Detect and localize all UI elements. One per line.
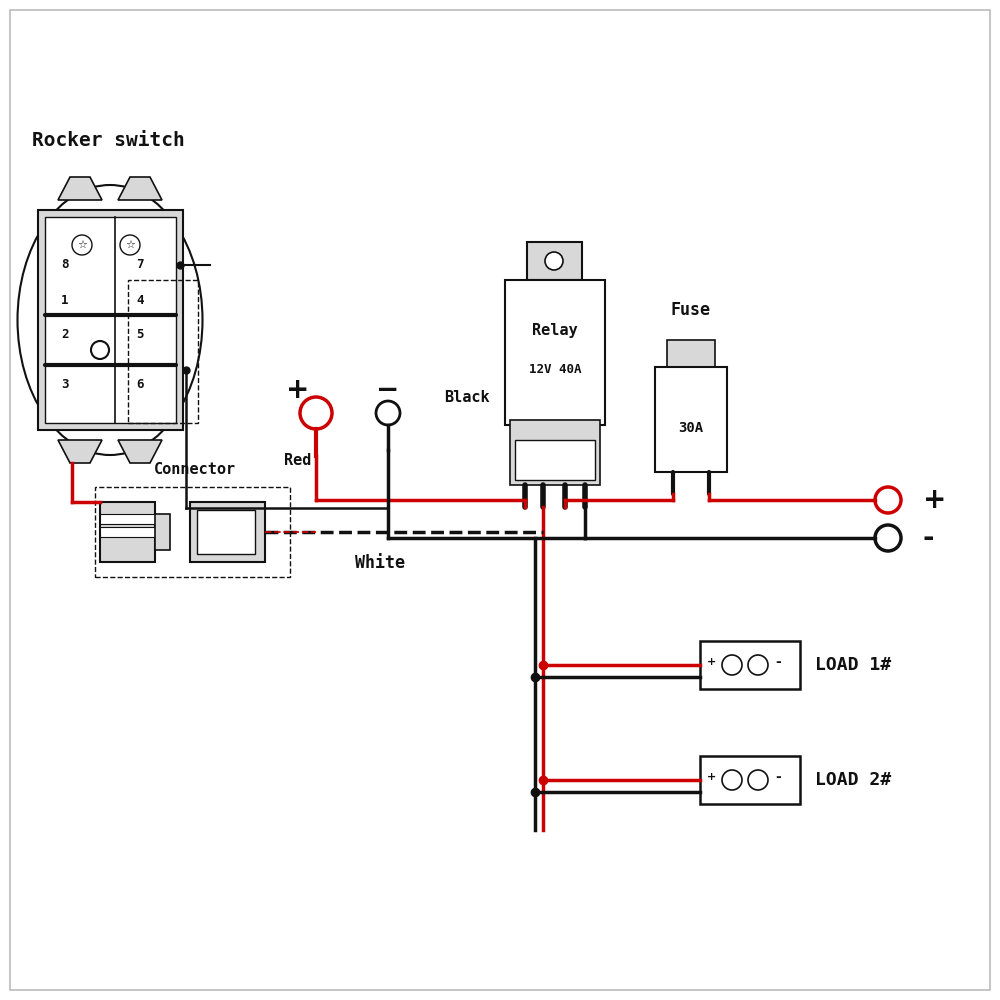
Polygon shape: [58, 177, 102, 200]
Circle shape: [875, 525, 901, 551]
Circle shape: [72, 235, 92, 255]
Text: Red: Red: [284, 453, 312, 468]
Bar: [128, 280, 198, 423]
Circle shape: [722, 655, 742, 675]
Text: LOAD 2#: LOAD 2#: [815, 771, 891, 789]
Text: 1: 1: [61, 294, 69, 306]
Bar: [527, 242, 582, 280]
Bar: [100, 502, 155, 562]
Bar: [44, 217, 176, 423]
Text: 12V 40A: 12V 40A: [529, 363, 581, 376]
Text: LOAD 1#: LOAD 1#: [815, 656, 891, 674]
Polygon shape: [118, 177, 162, 200]
Text: Rocker switch: Rocker switch: [32, 131, 185, 150]
Text: ☆: ☆: [77, 240, 87, 250]
Circle shape: [120, 235, 140, 255]
Polygon shape: [58, 440, 102, 463]
Bar: [510, 420, 600, 485]
Text: White: White: [355, 554, 405, 572]
Text: +: +: [923, 486, 946, 514]
Text: ☆: ☆: [125, 240, 135, 250]
Text: -: -: [923, 524, 934, 552]
Text: 30A: 30A: [678, 421, 704, 435]
Circle shape: [91, 341, 109, 359]
Bar: [197, 510, 255, 554]
Text: Black: Black: [444, 390, 490, 406]
Bar: [655, 367, 727, 472]
Circle shape: [875, 487, 901, 513]
Bar: [667, 340, 715, 372]
Text: -: -: [775, 655, 781, 669]
Text: 7: 7: [136, 258, 144, 271]
Text: 4: 4: [136, 294, 144, 306]
Text: +: +: [707, 657, 717, 667]
Circle shape: [376, 401, 400, 425]
Text: +: +: [286, 376, 310, 404]
Text: 6: 6: [136, 378, 144, 391]
Circle shape: [748, 770, 768, 790]
Bar: [700, 641, 800, 689]
Bar: [505, 280, 605, 425]
Text: 3: 3: [61, 378, 69, 391]
Text: −: −: [376, 376, 400, 404]
Circle shape: [722, 770, 742, 790]
Circle shape: [300, 397, 332, 429]
Ellipse shape: [18, 185, 202, 455]
Text: Relay: Relay: [532, 323, 578, 338]
Bar: [38, 210, 182, 430]
Text: +: +: [707, 772, 717, 782]
Text: -: -: [775, 770, 781, 784]
Bar: [95, 487, 290, 577]
Bar: [700, 756, 800, 804]
Bar: [100, 527, 155, 537]
Text: 2: 2: [61, 328, 69, 342]
Polygon shape: [118, 440, 162, 463]
Text: 5: 5: [136, 328, 144, 342]
Text: 8: 8: [61, 258, 69, 271]
Circle shape: [545, 252, 563, 270]
Bar: [155, 514, 170, 550]
Text: Connector: Connector: [154, 462, 236, 477]
Bar: [100, 514, 155, 524]
Bar: [515, 440, 595, 480]
Circle shape: [748, 655, 768, 675]
Bar: [190, 502, 265, 562]
Text: Fuse: Fuse: [671, 301, 711, 319]
